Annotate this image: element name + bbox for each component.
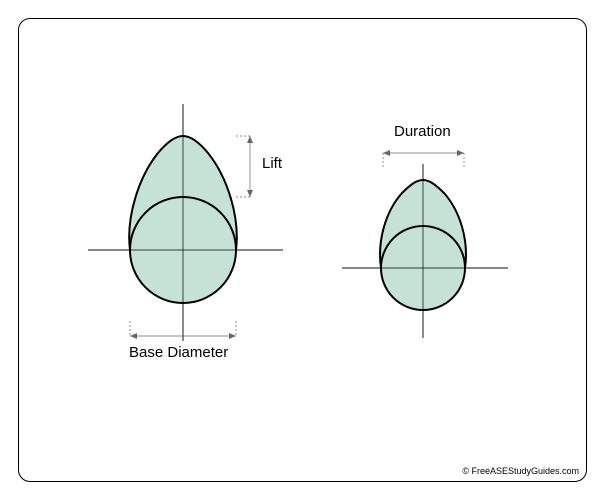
- lift-label: Lift: [262, 155, 282, 172]
- duration-dimension: [383, 150, 464, 168]
- copyright-text: © FreeASEStudyGuides.com: [462, 466, 579, 476]
- duration-label: Duration: [394, 123, 451, 140]
- cam-diagram: [18, 18, 587, 482]
- base-diameter-label: Base Diameter: [129, 344, 228, 361]
- lift-dimension: [236, 136, 253, 197]
